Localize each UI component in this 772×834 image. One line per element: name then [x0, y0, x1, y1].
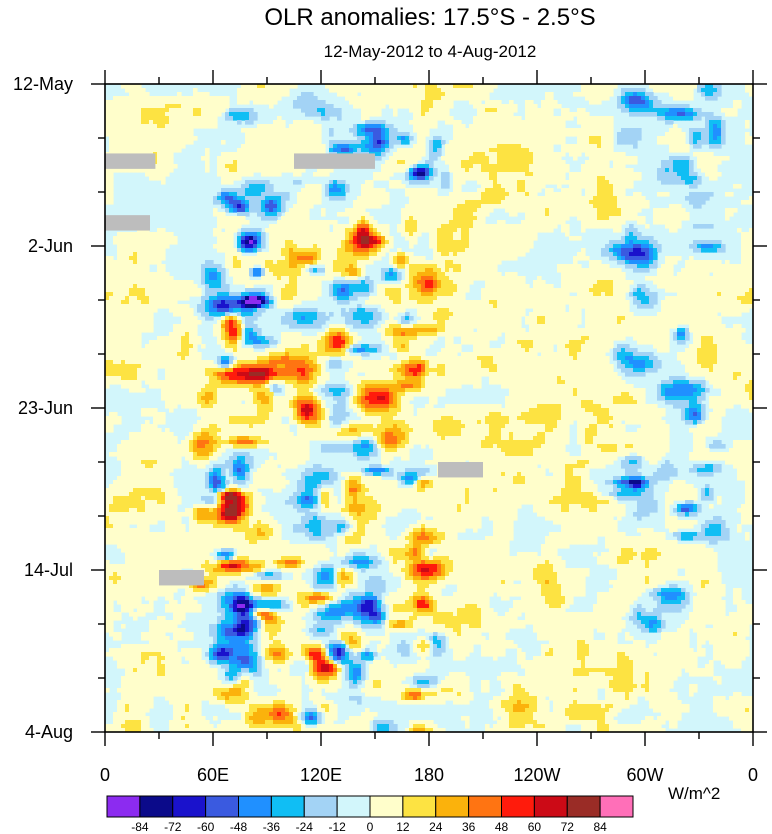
y-tick-label: 4-Aug — [25, 722, 73, 742]
missing-data-block-3 — [105, 215, 150, 231]
missing-data-layer — [105, 153, 483, 586]
colorbar-tick-label: -48 — [230, 820, 248, 834]
colorbar-tick-label: 12 — [396, 820, 410, 834]
colorbar: -84 -72 -60 -48 -36 -24 -12 0 12 24 36 48 60 72 84 — [106, 795, 634, 834]
x-tick-label: 180 — [414, 765, 444, 785]
colorbar-tick-label: 48 — [495, 820, 509, 834]
colorbar-tick-label: 72 — [561, 820, 575, 834]
colorbar-tick-label: -60 — [197, 820, 215, 834]
colorbar-tick-label: 24 — [429, 820, 443, 834]
colorbar-swatch — [599, 795, 634, 818]
colorbar-swatch — [435, 795, 470, 818]
colorbar-tick-label: 84 — [593, 820, 607, 834]
colorbar-tick-label: 0 — [367, 820, 374, 834]
colorbar-tick-label: 60 — [528, 820, 542, 834]
x-tick-label: 120E — [300, 765, 342, 785]
axes: 0 60E 120E 180 120W 60W 0 12-May 2-Jun 23-Jun 14-J… — [13, 70, 767, 785]
y-tick-label: 12-May — [13, 74, 73, 94]
missing-data-block-1 — [105, 153, 156, 169]
colorbar-swatch — [533, 795, 568, 818]
colorbar-swatch — [402, 795, 437, 818]
chart-subtitle: 12-May-2012 to 4-Aug-2012 — [324, 42, 537, 61]
anomaly-field — [105, 84, 753, 732]
x-tick-label: 60W — [626, 765, 663, 785]
colorbar-swatch — [139, 795, 174, 818]
missing-data-block-5 — [159, 570, 204, 586]
colorbar-swatch — [468, 795, 502, 818]
colorbar-swatch — [106, 795, 141, 818]
colorbar-swatch — [566, 795, 601, 818]
x-tick-label: 60E — [197, 765, 229, 785]
colorbar-swatch — [336, 795, 371, 818]
colorbar-unit-label: W/m^2 — [668, 784, 720, 803]
colorbar-swatch — [303, 795, 338, 818]
colorbar-tick-label: -36 — [263, 820, 281, 834]
colorbar-tick-label: 36 — [462, 820, 476, 834]
colorbar-swatch — [172, 795, 207, 818]
colorbar-swatch — [369, 795, 404, 818]
y-tick-label: 14-Jul — [24, 560, 73, 580]
colorbar-swatch — [205, 795, 239, 818]
chart-title: OLR anomalies: 17.5°S - 2.5°S — [264, 4, 595, 31]
missing-data-block-4 — [438, 462, 483, 478]
colorbar-swatch — [238, 795, 272, 818]
colorbar-tick-label: -24 — [296, 820, 314, 834]
missing-data-block-2 — [294, 153, 375, 169]
x-tick-label: 120W — [513, 765, 560, 785]
y-tick-label: 2-Jun — [28, 236, 73, 256]
y-tick-label: 23-Jun — [18, 398, 73, 418]
x-tick-label: 0 — [748, 765, 758, 785]
colorbar-swatch — [501, 795, 535, 818]
colorbar-tick-label: -72 — [164, 820, 182, 834]
colorbar-tick-label: -84 — [131, 820, 149, 834]
colorbar-tick-label: -12 — [328, 820, 346, 834]
x-tick-label: 0 — [100, 765, 110, 785]
colorbar-swatch — [270, 795, 305, 818]
